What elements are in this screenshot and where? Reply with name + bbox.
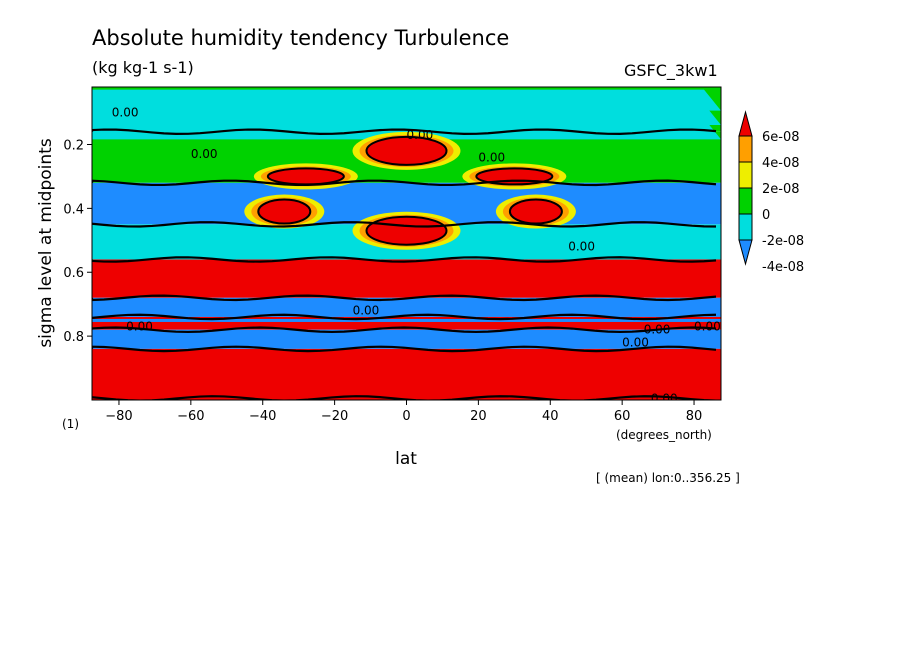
contour-label-9: 0.00 [353, 304, 380, 318]
footer-label: [ (mean) lon:0..356.25 ] [596, 471, 740, 485]
contour-line-0 [92, 128, 717, 135]
colorbar-cap-top [738, 110, 753, 137]
x-tick-label: 0 [402, 409, 410, 424]
field-band-8 [92, 348, 721, 400]
x-tick-label: 40 [542, 409, 559, 424]
feature-contour-3 [508, 198, 563, 225]
dataset-label: GSFC_3kw1 [624, 61, 718, 81]
field-band-4 [92, 259, 721, 298]
y-tick-label: 0.2 [63, 138, 84, 153]
colorbar-swatch-1 [738, 135, 753, 163]
contour-line-5 [92, 313, 717, 321]
y-tick-label: 0.6 [63, 266, 84, 281]
y-tick-label: 0.8 [63, 330, 84, 345]
colorbar-label-4: -2e-08 [762, 234, 804, 249]
feature-contour-0 [365, 135, 448, 166]
y-axis: 0.2 0.4 0.6 0.8 [63, 138, 92, 345]
x-axis: −80 −60 −40 −20 0 20 40 60 80 [105, 400, 702, 424]
x-tick-label: −40 [249, 409, 276, 424]
x-tick-label: −20 [321, 409, 348, 424]
colorbar-label-2: 2e-08 [762, 182, 800, 197]
feature-core-4 [267, 168, 344, 185]
x-tick-label: 60 [614, 409, 631, 424]
colorbar-label-1: 4e-08 [762, 156, 800, 171]
contour-label-10: 0.00 [651, 391, 678, 405]
feature-core-3 [509, 199, 562, 224]
contour-line-2 [92, 221, 717, 228]
contour-label-1: 0.00 [191, 147, 218, 161]
y-axis-label: sigma level at midpoints [36, 138, 56, 347]
x-tick-label: 20 [470, 409, 487, 424]
contour-label-2: 0.00 [478, 150, 505, 164]
x-tick-label: 80 [686, 409, 703, 424]
colorbar-label-0: 6e-08 [762, 130, 800, 145]
y-tick-label: 0.4 [63, 202, 84, 217]
contour-label-4: 0.00 [568, 240, 595, 254]
colorbar-swatch-3 [738, 187, 753, 215]
chart-title: Absolute humidity tendency Turbulence [92, 26, 509, 50]
contour-label-8: 0.00 [622, 336, 649, 350]
colorbar-cap-bottom [738, 239, 753, 266]
cyan-lobe-0 [190, 236, 335, 260]
plot-area: 0.000.00 0.000.000.000.00 0.000.000.000.00… [91, 86, 722, 405]
contour-label-3: 0.00 [407, 128, 434, 142]
contour-label-7: 0.00 [644, 323, 671, 337]
colorbar-label-5: -4e-08 [762, 260, 804, 275]
contour-line-7 [92, 345, 717, 353]
colorbar: 6e-08 4e-08 2e-08 0 -2e-08 -4e-08 [738, 110, 804, 275]
feature-contour-4 [266, 167, 345, 186]
panel-label: (1) [62, 417, 79, 431]
lower-blue-streak [92, 318, 721, 322]
feature-core-2 [258, 199, 311, 224]
contour-label-0: 0.00 [112, 106, 139, 120]
x-tick-label: −80 [105, 409, 132, 424]
contour-line-3 [92, 256, 717, 263]
field-band-5 [92, 297, 721, 317]
feature-contour-1 [365, 215, 448, 246]
x-tick-label: −60 [177, 409, 204, 424]
colorbar-swatch-2 [738, 161, 753, 189]
x-unit-label: (degrees_north) [616, 428, 712, 442]
contour-label-6: 0.00 [694, 320, 721, 334]
chart-subtitle: (kg kg-1 s-1) [92, 58, 194, 77]
feature-contour-5 [475, 167, 554, 186]
field-band-7 [92, 329, 721, 349]
contour-line-4 [92, 294, 717, 302]
contour-line-8 [92, 395, 717, 400]
cyan-lobe-1 [478, 236, 623, 260]
x-axis-label: lat [395, 449, 417, 469]
feature-contour-2 [257, 198, 312, 225]
colorbar-swatch-4 [738, 213, 753, 241]
feature-core-0 [366, 136, 447, 165]
contour-label-5: 0.00 [126, 320, 153, 334]
contour-line-6 [92, 326, 717, 334]
colorbar-label-3: 0 [762, 208, 770, 223]
contour-line-1 [92, 179, 717, 187]
